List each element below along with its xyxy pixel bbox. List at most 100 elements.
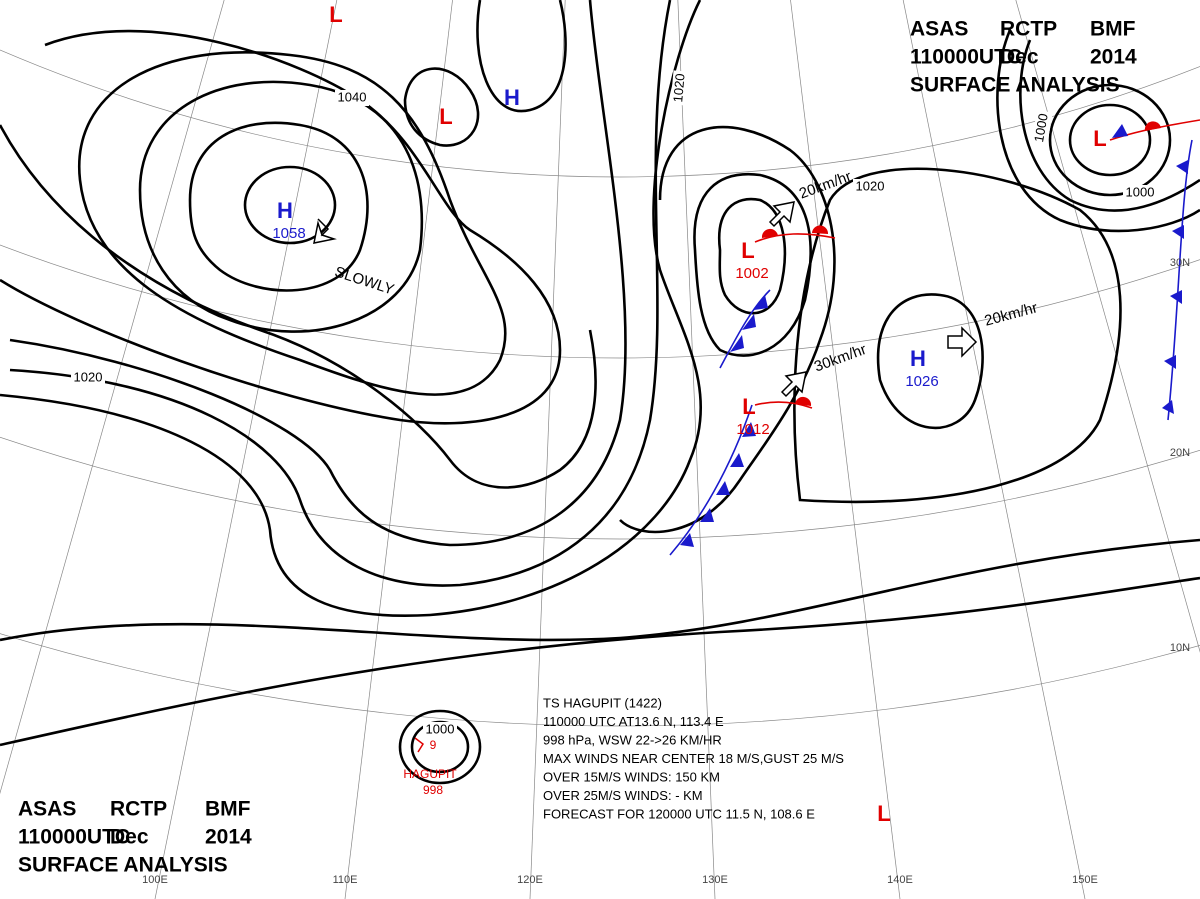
cold-front-symbols bbox=[1162, 160, 1188, 414]
isobar bbox=[0, 0, 703, 617]
header-text: RCTP bbox=[1000, 18, 1057, 41]
warm-front-symbols bbox=[795, 396, 812, 406]
isobar bbox=[188, 121, 369, 292]
isobar bbox=[1048, 83, 1172, 197]
longitude-label: 120E bbox=[517, 874, 543, 886]
warm-front bbox=[754, 233, 836, 243]
cold-front-symbols bbox=[680, 422, 756, 547]
isobar-label-bg bbox=[1123, 185, 1157, 201]
typhoon-name: HAGUPIT bbox=[403, 767, 457, 781]
isobar-label-bg bbox=[335, 90, 369, 106]
warm-front-symbols bbox=[761, 225, 829, 238]
isobar-label-bg bbox=[423, 722, 457, 738]
isobar bbox=[0, 538, 1200, 642]
latitude-label: 30N bbox=[1170, 257, 1190, 269]
motion-arrows bbox=[313, 201, 978, 398]
system-letter: H bbox=[910, 346, 926, 371]
longitude-label: 140E bbox=[887, 874, 913, 886]
isobar bbox=[398, 709, 482, 785]
isobar-label: 1020 bbox=[670, 73, 687, 103]
header-text: Dec bbox=[1000, 46, 1039, 69]
system-letter: L bbox=[1093, 126, 1106, 151]
cold-front-symbols bbox=[730, 295, 768, 352]
isobar bbox=[1019, 39, 1200, 212]
longitude-line bbox=[344, 0, 453, 899]
header-text: SURFACE ANALYSIS bbox=[910, 74, 1120, 97]
system-letter: H bbox=[277, 198, 293, 223]
system-letter: L bbox=[742, 394, 755, 419]
isobar-label-bg bbox=[853, 179, 887, 195]
isobar-label: 1000 bbox=[426, 721, 455, 736]
longitude-line bbox=[154, 0, 338, 899]
typhoon-info: OVER 15M/S WINDS: 150 KM bbox=[543, 769, 720, 784]
latitude-label: 10N bbox=[1170, 642, 1190, 654]
header-text: 2014 bbox=[205, 826, 252, 849]
header-text: 2014 bbox=[1090, 46, 1137, 69]
isobar-label: 1040 bbox=[338, 89, 367, 104]
system-letter: L bbox=[877, 801, 890, 826]
isobar bbox=[0, 29, 562, 425]
typhoon-info: TS HAGUPIT (1422) bbox=[543, 695, 662, 710]
isobar bbox=[793, 167, 1122, 504]
longitude-line bbox=[0, 0, 225, 795]
typhoon-center: 9 bbox=[430, 738, 437, 752]
cold-front bbox=[669, 404, 753, 556]
header-text: BMF bbox=[205, 798, 251, 821]
isobar bbox=[876, 293, 984, 430]
typhoon-info: MAX WINDS NEAR CENTER 18 M/S,GUST 25 M/S bbox=[543, 751, 844, 766]
fronts bbox=[669, 119, 1200, 556]
warm-front-symbols bbox=[1144, 121, 1161, 131]
isobar bbox=[693, 172, 812, 357]
longitude-line bbox=[790, 0, 901, 899]
longitude-line bbox=[677, 0, 716, 899]
typhoon-info: 110000 UTC AT13.6 N, 113.4 E bbox=[543, 714, 724, 729]
isobar-label-bg bbox=[1031, 109, 1053, 147]
isobar-label: 1020 bbox=[74, 369, 103, 384]
longitude-line bbox=[1015, 0, 1200, 653]
longitude-label: 110E bbox=[333, 874, 358, 886]
longitude-line bbox=[529, 0, 566, 899]
isobar bbox=[0, 124, 597, 489]
isobar bbox=[0, 576, 1200, 747]
header-text: RCTP bbox=[110, 798, 167, 821]
isobar bbox=[9, 0, 627, 547]
system-letter: H bbox=[504, 85, 520, 110]
system-letter: L bbox=[439, 104, 452, 129]
longitude-line bbox=[902, 0, 1086, 899]
isobar bbox=[243, 165, 337, 245]
isobar bbox=[77, 51, 507, 396]
motion-arrow bbox=[947, 326, 978, 358]
typhoon-info: FORECAST FOR 120000 UTC 11.5 N, 108.6 E bbox=[543, 806, 815, 821]
isobar bbox=[1068, 103, 1152, 177]
isobars bbox=[0, 0, 1200, 785]
motion-arrow bbox=[780, 371, 807, 398]
isobar-label: 1000 bbox=[1031, 112, 1051, 143]
isobar-label-bg bbox=[670, 70, 690, 106]
warm-front bbox=[754, 401, 813, 409]
occluded-symbol bbox=[1112, 124, 1128, 138]
system-pressure: 1058 bbox=[272, 225, 305, 242]
system-letter: L bbox=[741, 238, 754, 263]
system-pressure: 1002 bbox=[735, 265, 768, 282]
typhoon-pressure: 998 bbox=[423, 783, 443, 797]
isobar bbox=[996, 29, 1200, 233]
motion-arrow bbox=[313, 218, 337, 244]
header-text: 110000UTC bbox=[18, 826, 130, 849]
isobar bbox=[403, 67, 480, 147]
system-letter: L bbox=[329, 2, 342, 27]
isobar bbox=[476, 0, 567, 113]
isobar-label: 1000 bbox=[1126, 184, 1155, 199]
header-text: SURFACE ANALYSIS bbox=[18, 854, 228, 877]
system-pressure: 1012 bbox=[736, 421, 769, 438]
isobar bbox=[717, 197, 787, 315]
typhoon-info: OVER 25M/S WINDS: - KM bbox=[543, 788, 703, 803]
header-text: 110000UTC bbox=[910, 46, 1022, 69]
motion-arrow bbox=[768, 201, 795, 228]
header-text: ASAS bbox=[18, 798, 76, 821]
system-pressure: 1026 bbox=[905, 373, 938, 390]
isobar-label-bg bbox=[71, 370, 105, 386]
isobar-label: 1020 bbox=[856, 178, 885, 193]
